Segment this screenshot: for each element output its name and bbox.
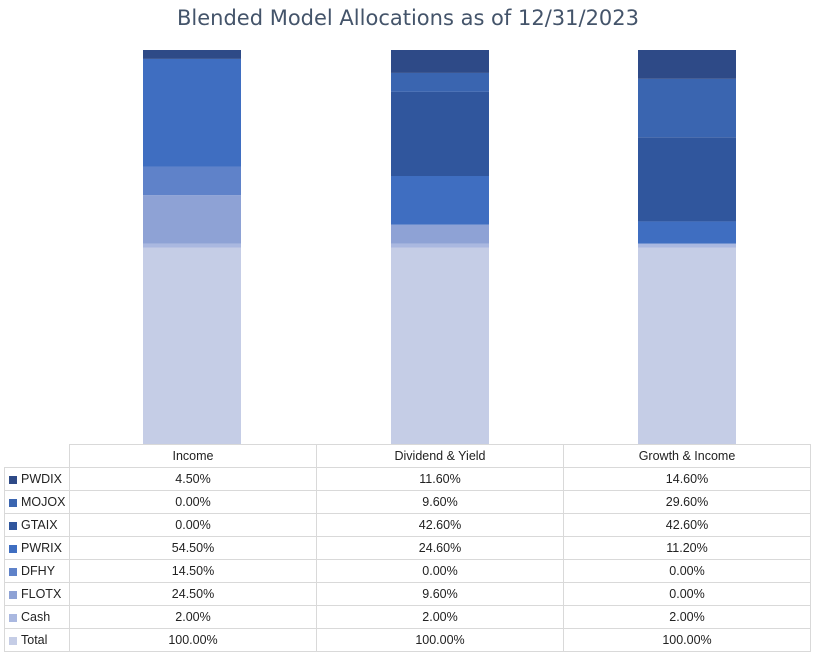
bar-segment-gtaix-3 <box>638 137 736 222</box>
value-cell-flotx-1: 24.50% <box>69 582 317 606</box>
series-label-flotx: FLOTX <box>4 582 70 606</box>
data-table: Income Dividend & Yield Growth & Income PW… <box>4 444 811 652</box>
table-row: FLOTX 24.50% 9.60% 0.00% <box>4 582 811 606</box>
bar-segment-gtaix-2 <box>391 91 489 177</box>
category-header-2: Dividend & Yield <box>316 444 564 468</box>
category-header-3: Growth & Income <box>563 444 811 468</box>
value-cell-gtaix-3: 42.60% <box>563 513 811 537</box>
value-cell-total-1: 100.00% <box>69 628 317 652</box>
stacked-bar-chart <box>143 50 736 445</box>
chart-title: Blended Model Allocations as of 12/31/20… <box>176 6 640 30</box>
table-row: PWDIX 4.50% 11.60% 14.60% <box>4 467 811 491</box>
legend-label: GTAIX <box>21 518 58 532</box>
value-cell-flotx-3: 0.00% <box>563 582 811 606</box>
legend-label: PWDIX <box>21 472 62 486</box>
series-label-mojox: MOJOX <box>4 490 70 514</box>
value-cell-cash-1: 2.00% <box>69 605 317 629</box>
bar-segment-pwrix-1 <box>143 58 241 167</box>
value-cell-total-2: 100.00% <box>316 628 564 652</box>
table-header-row: Income Dividend & Yield Growth & Income <box>4 444 811 468</box>
bar-segment-pwrix-3 <box>638 221 736 244</box>
legend-swatch-dfhy <box>9 567 17 576</box>
category-header-1: Income <box>69 444 317 468</box>
value-cell-flotx-2: 9.60% <box>316 582 564 606</box>
value-cell-pwdix-3: 14.60% <box>563 467 811 491</box>
value-cell-total-3: 100.00% <box>563 628 811 652</box>
legend-label: PWRIX <box>21 541 62 555</box>
bar-segment-cash-3 <box>638 243 736 248</box>
value-cell-pwrix-1: 54.50% <box>69 536 317 560</box>
legend-swatch-gtaix <box>9 521 17 530</box>
bar-segment-pwdix-3 <box>638 50 736 79</box>
bar-segment-mojox-2 <box>391 72 489 92</box>
table-row: MOJOX 0.00% 9.60% 29.60% <box>4 490 811 514</box>
legend-swatch-cash <box>9 613 17 622</box>
table-row: DFHY 14.50% 0.00% 0.00% <box>4 559 811 583</box>
legend-label: FLOTX <box>21 587 62 601</box>
table-corner <box>4 444 70 468</box>
legend-label: Cash <box>21 610 51 624</box>
value-cell-cash-2: 2.00% <box>316 605 564 629</box>
value-cell-pwrix-2: 24.60% <box>316 536 564 560</box>
value-cell-pwdix-2: 11.60% <box>316 467 564 491</box>
series-label-gtaix: GTAIX <box>4 513 70 537</box>
table-row: Cash 2.00% 2.00% 2.00% <box>4 605 811 629</box>
table-row: PWRIX 54.50% 24.60% 11.20% <box>4 536 811 560</box>
bar-segment-cash-2 <box>391 243 489 248</box>
value-cell-gtaix-2: 42.60% <box>316 513 564 537</box>
series-label-cash: Cash <box>4 605 70 629</box>
legend-label: Total <box>21 633 48 647</box>
legend-swatch-pwdix <box>9 475 17 484</box>
bar-segment-cash-1 <box>143 243 241 248</box>
legend-label: DFHY <box>21 564 56 578</box>
bar-segment-mojox-3 <box>638 78 736 138</box>
bar-segment-total-3 <box>638 247 736 445</box>
bar-segment-total-1 <box>143 247 241 445</box>
value-cell-mojox-3: 29.60% <box>563 490 811 514</box>
bar-segment-pwdix-1 <box>143 50 241 59</box>
legend-swatch-pwrix <box>9 544 17 553</box>
bar-segment-dfhy-1 <box>143 166 241 196</box>
value-cell-pwrix-3: 11.20% <box>563 536 811 560</box>
value-cell-dfhy-3: 0.00% <box>563 559 811 583</box>
series-label-total: Total <box>4 628 70 652</box>
series-label-pwrix: PWRIX <box>4 536 70 560</box>
legend-swatch-flotx <box>9 590 17 599</box>
legend-swatch-mojox <box>9 498 17 507</box>
value-cell-gtaix-1: 0.00% <box>69 513 317 537</box>
bar-segment-pwrix-2 <box>391 176 489 225</box>
table-row: GTAIX 0.00% 42.60% 42.60% <box>4 513 811 537</box>
value-cell-dfhy-1: 14.50% <box>69 559 317 583</box>
value-cell-dfhy-2: 0.00% <box>316 559 564 583</box>
bar-segment-total-2 <box>391 247 489 445</box>
value-cell-mojox-2: 9.60% <box>316 490 564 514</box>
series-label-dfhy: DFHY <box>4 559 70 583</box>
legend-label: MOJOX <box>21 495 66 509</box>
value-cell-cash-3: 2.00% <box>563 605 811 629</box>
legend-swatch-total <box>9 636 17 645</box>
value-cell-mojox-1: 0.00% <box>69 490 317 514</box>
value-cell-pwdix-1: 4.50% <box>69 467 317 491</box>
series-label-pwdix: PWDIX <box>4 467 70 491</box>
table-row: Total 100.00% 100.00% 100.00% <box>4 628 811 652</box>
bar-segment-flotx-2 <box>391 224 489 244</box>
bar-segment-flotx-1 <box>143 195 241 244</box>
bar-segment-pwdix-2 <box>391 50 489 73</box>
